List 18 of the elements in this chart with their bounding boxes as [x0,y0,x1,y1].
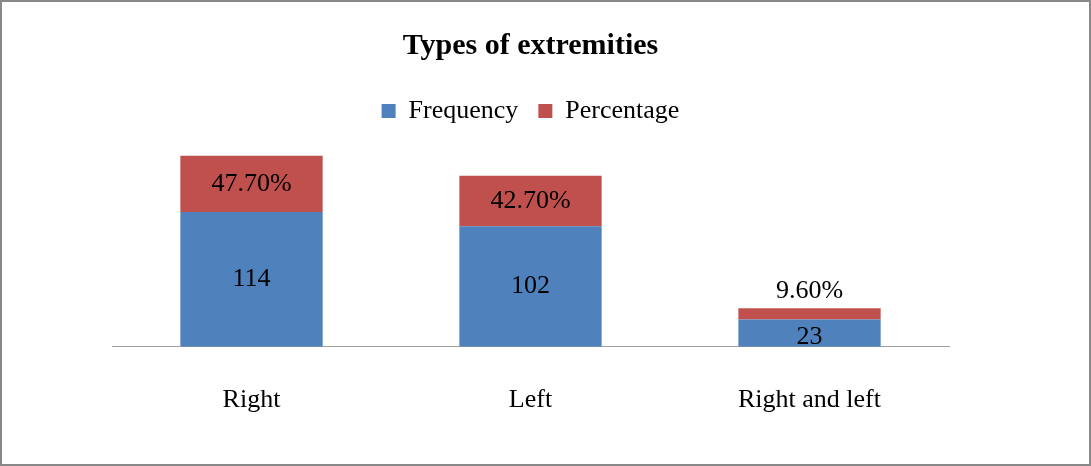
x-tick-label: Right [222,384,282,414]
bar [738,319,881,347]
data-label: 9.60% [775,275,844,305]
data-label: 102 [511,270,550,300]
chart-title: Types of extremities [402,26,659,60]
legend-label: Percentage [565,94,680,124]
bar [459,175,602,227]
x-tick-label: Left [508,384,553,414]
data-label: 23 [796,321,823,351]
bar [459,226,602,347]
bar [180,155,323,213]
bar [180,212,323,347]
legend-label: Frequency [408,94,519,124]
bar [738,308,881,320]
data-label: 42.70% [490,184,571,214]
x-tick-label: Right and left [738,384,882,414]
data-label: 47.70% [211,167,292,197]
data-label: 114 [232,263,271,293]
